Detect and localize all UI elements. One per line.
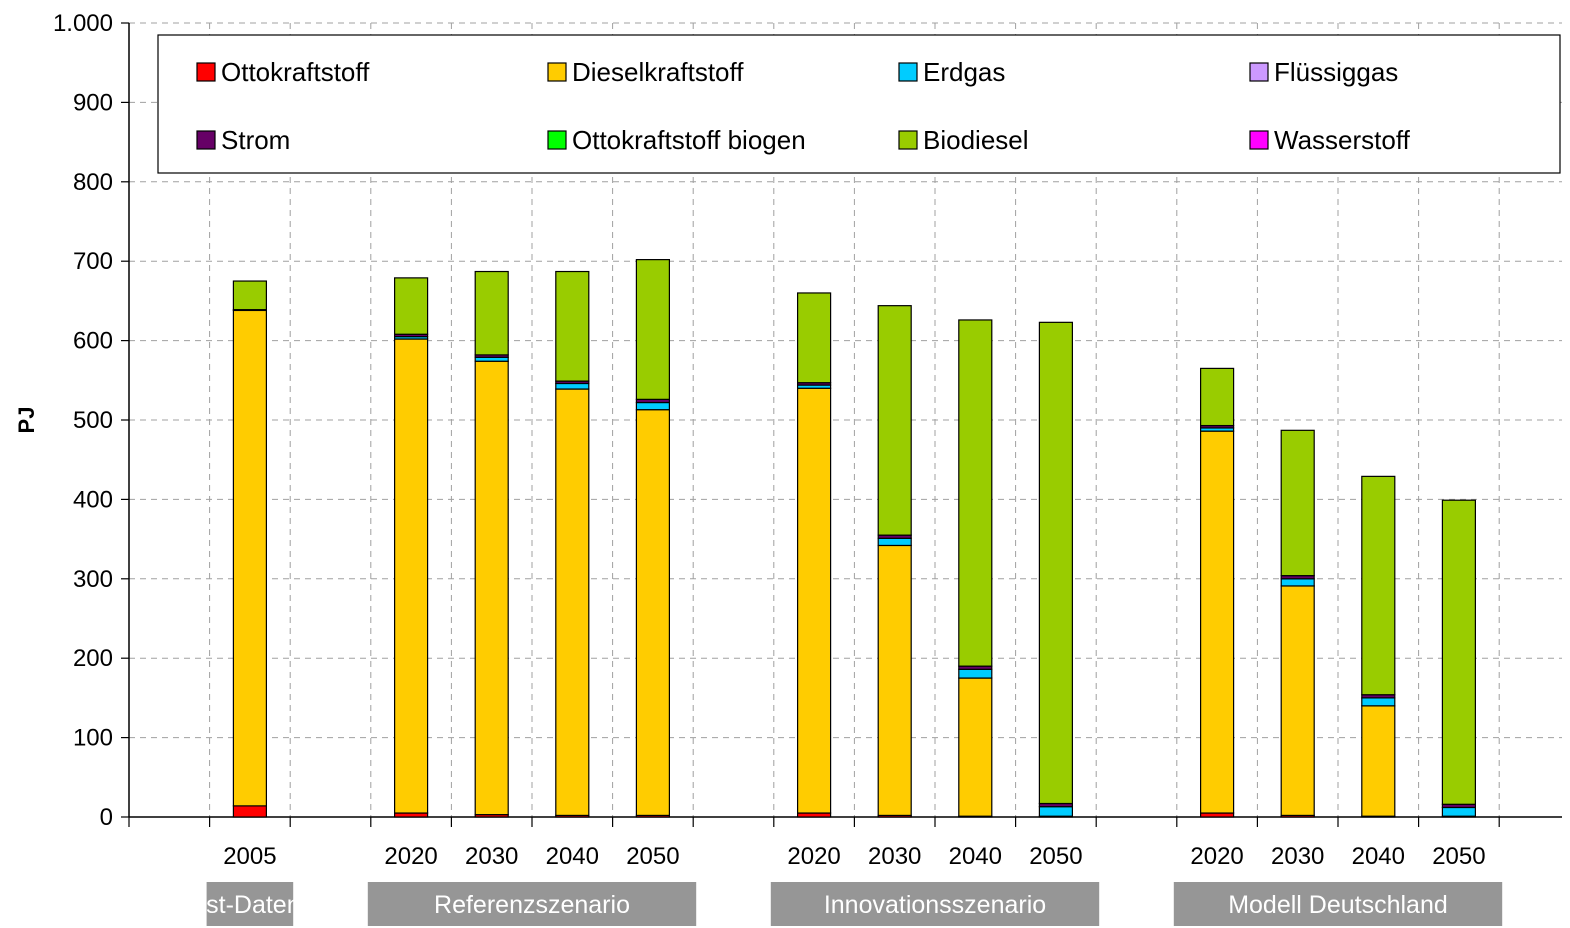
bar-segment-biodiesel xyxy=(1280,429,1315,577)
bars xyxy=(232,259,1477,818)
bar-segment-biodiesel xyxy=(232,280,267,311)
legend-entry: Ottokraftstoff biogen xyxy=(572,125,806,155)
bar-segment-biodiesel xyxy=(958,319,993,667)
y-tick-label: 1.000 xyxy=(53,10,113,37)
y-tick-label: 900 xyxy=(73,89,113,116)
legend-entry: Dieselkraftstoff xyxy=(572,57,744,87)
x-tick-label: 2020 xyxy=(1190,843,1243,870)
x-tick-label: 2020 xyxy=(787,843,840,870)
legend-entry: Strom xyxy=(221,125,290,155)
legend-swatch xyxy=(1249,130,1269,150)
y-axis-label: PJ xyxy=(14,407,39,434)
bar-segment-biodiesel xyxy=(555,270,590,382)
bar-segment-dieselkraftstoff xyxy=(474,360,509,816)
x-tick-label: 2050 xyxy=(626,843,679,870)
group-label: Referenzszenario xyxy=(434,891,630,919)
legend-box xyxy=(157,34,1561,174)
bar-segment-erdgas xyxy=(555,382,590,390)
x-tick-label: 2040 xyxy=(1352,843,1405,870)
x-tick-label: 2005 xyxy=(223,843,276,870)
bar-segment-dieselkraftstoff xyxy=(635,409,671,817)
group-label-box xyxy=(770,882,1100,926)
y-tick-label: 400 xyxy=(73,486,113,513)
y-tick-label: 700 xyxy=(73,248,113,275)
legend-entry: Ottokraftstoff xyxy=(221,57,370,87)
legend-swatch xyxy=(898,130,918,150)
group-label: Innovationsszenario xyxy=(824,891,1046,919)
y-tick-label: 500 xyxy=(73,407,113,434)
bar-segment-erdgas xyxy=(1280,578,1315,587)
bar-segment-erdgas xyxy=(1361,697,1396,707)
x-tick-label: 2030 xyxy=(868,843,921,870)
legend-entry: Biodiesel xyxy=(923,125,1029,155)
y-tick-label: 0 xyxy=(100,804,113,831)
x-tick-label: 2040 xyxy=(546,843,599,870)
legend-swatch xyxy=(196,62,216,82)
x-tick-labels: 2005 2020 2030 2040 2050 2020 2030 2040 2050 2020… xyxy=(223,843,1485,870)
bar-segment-biodiesel xyxy=(394,277,429,335)
bar-segment-erdgas xyxy=(877,537,912,547)
bar-segment-dieselkraftstoff xyxy=(796,387,832,814)
bar-segment-dieselkraftstoff xyxy=(394,338,429,814)
legend-swatch xyxy=(898,62,918,82)
legend: Ottokraftstoff Dieselkraftstoff Erdgas Flüs… xyxy=(157,34,1561,174)
group-label-box xyxy=(1173,882,1503,926)
axes: 0 100 200 300 400 500 600 700 800 900 1.000 xyxy=(53,10,1562,831)
group-label: Modell Deutschland xyxy=(1228,891,1448,919)
x-tick-label: 2020 xyxy=(384,843,437,870)
bar-segment-biodiesel xyxy=(635,259,671,400)
x-tick-label: 2050 xyxy=(1029,843,1082,870)
y-tick-label: 200 xyxy=(73,645,113,672)
bar-segment-ottokraftstoff xyxy=(232,805,267,818)
bar-segment-biodiesel xyxy=(1038,321,1074,805)
y-tick-label: 800 xyxy=(73,169,113,196)
x-tick-label: 2030 xyxy=(465,843,518,870)
y-tick-label: 600 xyxy=(73,328,113,355)
group-labels: Ist-Daten Referenzszenario Innovationsszen… xyxy=(199,882,1503,926)
y-tick-label: 300 xyxy=(73,566,113,593)
bar-segment-dieselkraftstoff xyxy=(958,677,993,817)
bar-segment-biodiesel xyxy=(796,292,832,384)
x-tick-label: 2030 xyxy=(1271,843,1324,870)
bar-segment-biodiesel xyxy=(1361,475,1396,696)
bar-segment-biodiesel xyxy=(1199,367,1235,427)
bar-segment-dieselkraftstoff xyxy=(1280,585,1315,817)
legend-entry: Erdgas xyxy=(923,57,1005,87)
bar-segment-biodiesel xyxy=(474,270,509,356)
bar-segment-erdgas xyxy=(958,668,993,679)
bar-segment-dieselkraftstoff xyxy=(877,544,912,817)
legend-swatch xyxy=(1249,62,1269,82)
bar-segment-erdgas xyxy=(635,401,671,411)
bar-segment-erdgas xyxy=(1441,806,1477,817)
legend-swatch xyxy=(196,130,216,150)
x-tick-label: 2040 xyxy=(949,843,1002,870)
legend-swatch xyxy=(547,130,567,150)
bar-segment-biodiesel xyxy=(1441,499,1477,805)
bar-segment-erdgas xyxy=(1038,806,1074,817)
group-label-box xyxy=(206,882,294,926)
legend-swatch xyxy=(547,62,567,82)
legend-entry: Wasserstoff xyxy=(1274,125,1411,155)
y-tick-label: 100 xyxy=(73,725,113,752)
bar-segment-dieselkraftstoff xyxy=(1199,430,1235,814)
bar-segment-biodiesel xyxy=(877,305,912,536)
bar-segment-dieselkraftstoff xyxy=(1361,705,1396,817)
bar-segment-dieselkraftstoff xyxy=(232,309,267,807)
group-label: Ist-Daten xyxy=(199,891,300,919)
group-label-box xyxy=(367,882,697,926)
bar-segment-dieselkraftstoff xyxy=(555,388,590,817)
x-tick-label: 2050 xyxy=(1432,843,1485,870)
legend-entry: Flüssiggas xyxy=(1274,57,1398,87)
